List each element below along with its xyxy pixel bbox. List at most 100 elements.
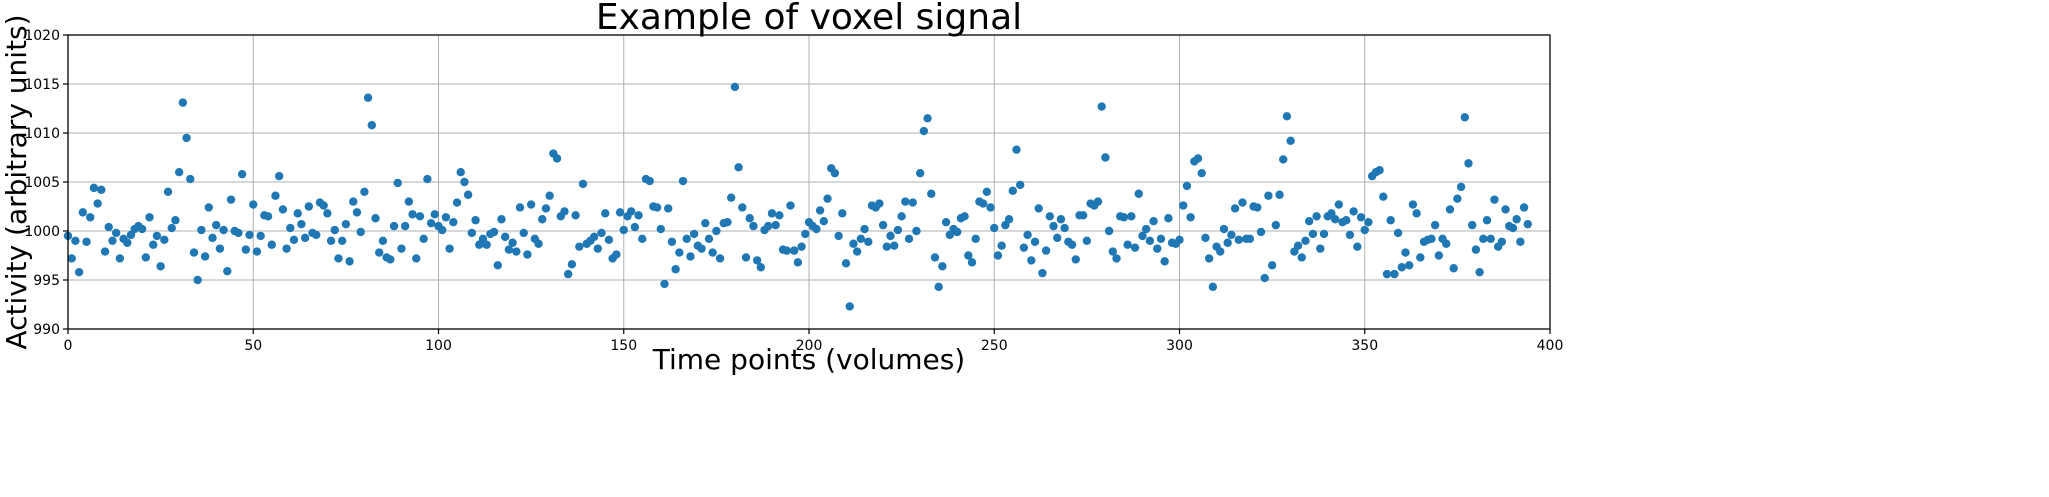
x-tick-label: 150 [610,338,637,354]
data-point [1216,247,1225,256]
data-point [660,279,669,289]
data-point [630,222,640,232]
data-point [252,247,262,256]
data-point [563,269,573,279]
data-point [671,265,680,274]
y-tick-label: 1020 [24,28,60,44]
data-point [1430,220,1440,230]
data-point [904,234,914,244]
data-point [852,247,862,256]
data-point [875,199,884,208]
data-point [271,191,280,200]
data-point [1053,233,1062,243]
data-point [552,154,562,163]
data-point [449,217,458,227]
data-point [1479,234,1488,244]
x-tick-label: 300 [1166,338,1193,354]
data-point [174,168,184,177]
data-point [1175,235,1184,245]
x-tick-label: 250 [981,338,1008,354]
data-point [604,235,614,245]
data-point [1197,168,1206,178]
data-point [367,120,377,130]
data-point [1138,231,1147,241]
data-point [1279,155,1288,164]
data-point [1360,225,1369,235]
data-point [115,254,125,263]
data-point [638,234,647,244]
data-point [830,168,840,178]
data-point [1445,205,1455,214]
data-point [304,202,314,211]
y-axis-label: Activity (arbitrary units) [0,14,33,349]
data-point [1482,216,1492,225]
data-point [1223,238,1232,247]
x-tick-label: 100 [425,338,452,354]
data-point [323,209,332,218]
data-point [775,211,784,220]
data-point [441,213,451,222]
data-point [615,208,625,217]
data-point [204,203,213,212]
y-tick-label: 995 [33,273,60,289]
data-point [701,218,710,228]
data-point [534,239,543,248]
data-point [1427,234,1436,244]
data-point [193,275,202,285]
data-point [634,211,643,220]
x-tick-label: 0 [64,338,73,354]
data-point [286,223,295,233]
data-point [312,230,321,240]
data-point [423,174,432,184]
data-point [463,190,473,199]
data-point [412,254,421,263]
data-point [675,248,684,257]
data-point [890,241,899,250]
data-point [415,212,425,221]
data-point [1345,230,1355,240]
data-point [1267,261,1277,270]
data-point [1119,213,1129,222]
data-point [408,210,417,219]
data-point [263,212,273,221]
data-point [1271,220,1281,230]
data-point [1208,282,1218,292]
data-point [734,163,743,172]
data-point [1397,263,1407,272]
x-tick-label: 50 [244,338,262,354]
data-point [123,238,132,247]
data-point [1179,201,1188,210]
data-point [137,224,147,234]
data-point [1004,215,1014,224]
data-point [1386,216,1395,225]
data-point [1508,223,1518,233]
data-point [356,227,365,237]
data-point [723,217,732,227]
data-point [1375,166,1384,175]
data-point [882,242,891,251]
data-point [1078,211,1088,220]
data-point [1160,257,1169,266]
data-point [815,206,825,215]
data-point [249,200,258,209]
x-tick-label: 350 [1351,338,1378,354]
data-point [1049,221,1058,231]
data-point [519,228,528,238]
data-point [219,225,228,235]
data-point [515,203,525,212]
data-point [990,223,999,233]
data-point [1464,159,1473,168]
data-point [456,168,465,177]
data-point [697,244,706,253]
data-point [756,263,766,272]
data-point [1027,256,1036,265]
data-point [978,199,988,208]
data-point [849,239,858,248]
data-point [938,262,947,271]
data-point [467,228,477,238]
data-point [1490,195,1499,204]
x-axis-label: Time points (volumes) [652,343,965,376]
data-point [237,169,247,179]
data-point [160,235,169,245]
data-point [386,255,395,264]
